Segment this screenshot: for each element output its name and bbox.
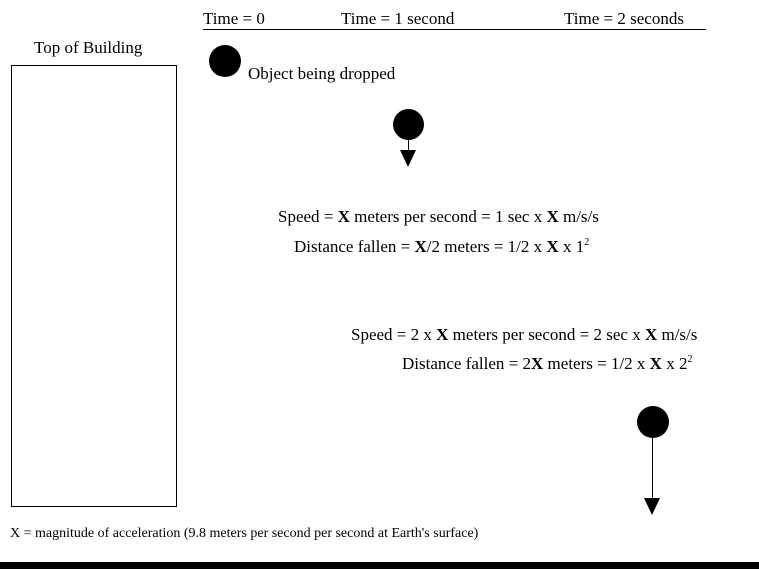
building-label: Top of Building (34, 38, 143, 57)
footnote: X = magnitude of acceleration (9.8 meter… (10, 526, 479, 541)
speed-equation-t2: Speed = 2 x X meters per second = 2 sec … (351, 325, 698, 344)
velocity-arrow-shaft-t1 (407, 139, 409, 150)
time-0-label: Time = 0 (203, 9, 265, 28)
ball-time-2 (637, 406, 669, 438)
velocity-arrow-head-t2 (644, 498, 660, 515)
distance-equation-t1: Distance fallen = X/2 meters = 1/2 x X x… (294, 237, 590, 256)
bottom-divider (0, 562, 759, 569)
velocity-arrow-shaft-t2 (651, 437, 653, 498)
time-2-label: Time = 2 seconds (564, 9, 684, 28)
header-underline (203, 29, 706, 30)
object-label: Object being dropped (248, 64, 396, 83)
ball-time-1 (393, 109, 424, 140)
speed-equation-t1: Speed = X meters per second = 1 sec x X … (278, 207, 599, 226)
ball-time-0 (209, 45, 241, 77)
velocity-arrow-head-t1 (400, 150, 416, 167)
building (11, 65, 177, 507)
distance-equation-t2: Distance fallen = 2X meters = 1/2 x X x … (402, 354, 693, 373)
time-1-label: Time = 1 second (341, 9, 455, 28)
